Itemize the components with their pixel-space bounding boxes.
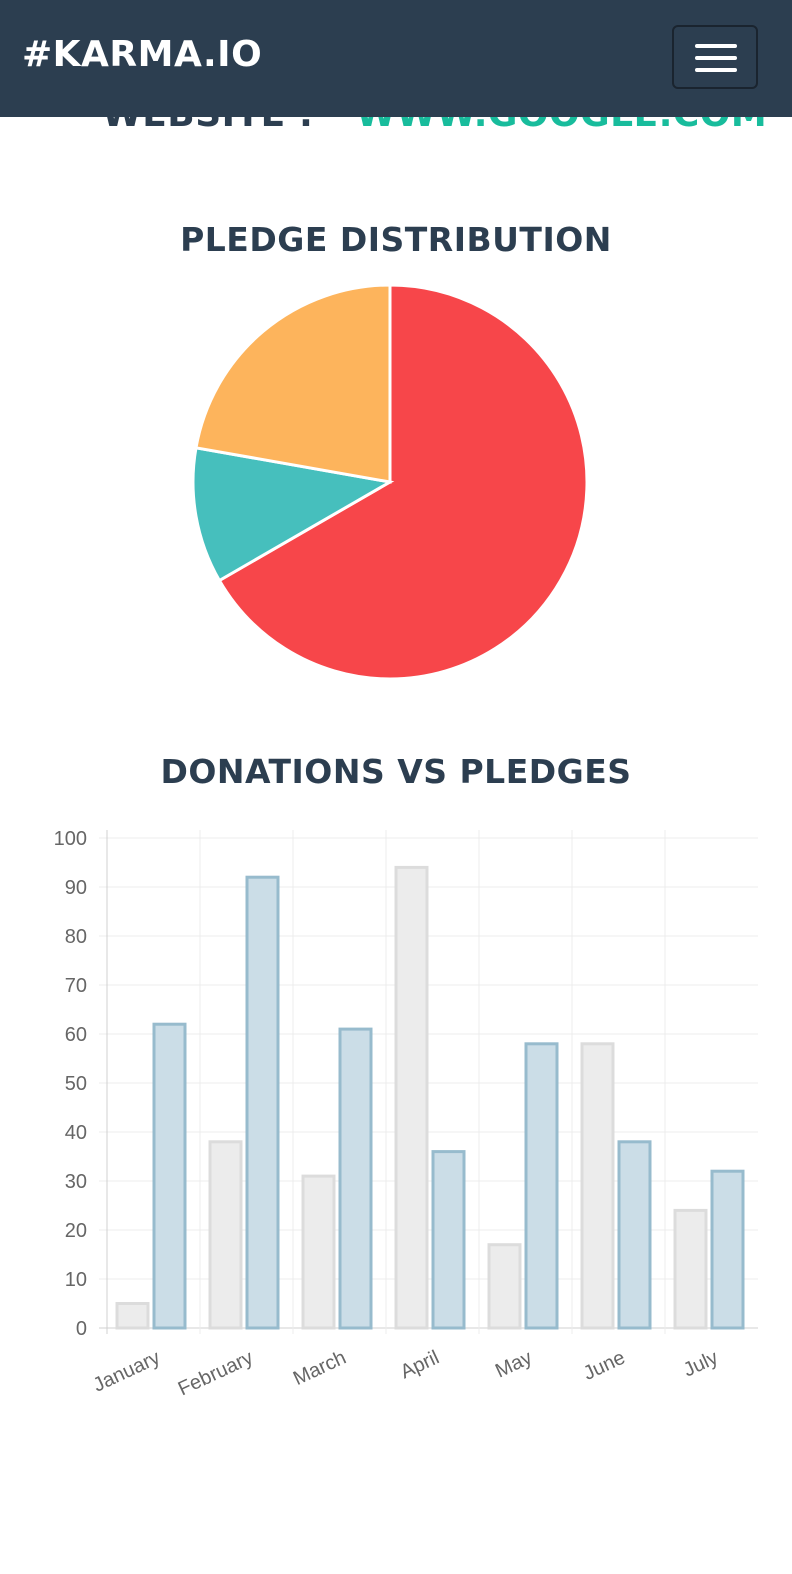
bar-chart: 0 10 20 30 40 50 60 70 80 90 100 January February Mar… (54, 828, 758, 1401)
x-tick-label: January (90, 1347, 164, 1397)
bar-donations-july (673, 1208, 708, 1330)
bar-chart-title: DONATIONS VS PLEDGES (160, 752, 632, 791)
x-tick-label: March (290, 1347, 350, 1390)
y-tick-label: 0 (76, 1318, 87, 1340)
bar-pledges-may (524, 1042, 559, 1330)
bar-pledges-march (338, 1027, 373, 1330)
y-tick-label: 80 (65, 926, 87, 948)
y-tick-label: 100 (54, 828, 87, 850)
bar-pledges-february (245, 875, 280, 1330)
bar-donations-march (301, 1174, 336, 1330)
y-tick-label: 50 (65, 1073, 87, 1095)
bar-donations-april (394, 865, 429, 1330)
pie-chart-title: PLEDGE DISTRIBUTION (180, 220, 612, 259)
brand-logo[interactable]: #KARMA.IO (22, 34, 263, 75)
bar-pledges-april (431, 1150, 466, 1330)
bar-donations-february (208, 1140, 243, 1330)
bar-pledges-january (152, 1022, 187, 1330)
y-tick-label: 30 (65, 1171, 87, 1193)
bar-donations-june (580, 1042, 615, 1330)
y-tick-label: 90 (65, 877, 87, 899)
bar-donations-may (487, 1243, 522, 1330)
y-tick-label: 20 (65, 1220, 87, 1242)
bar-pledges-july (710, 1169, 745, 1330)
navbar: #KARMA.IO (0, 0, 792, 117)
pie-slice-1 (191, 446, 395, 583)
x-tick-label: July (680, 1347, 722, 1382)
pie-slice-0 (217, 283, 589, 681)
pie-slice-2 (194, 283, 392, 484)
menu-toggle-button[interactable] (672, 25, 758, 89)
y-tick-label: 70 (65, 975, 87, 997)
y-tick-label: 40 (65, 1122, 87, 1144)
y-tick-label: 10 (65, 1269, 87, 1291)
bar-donations-january (115, 1302, 150, 1330)
x-tick-label: April (397, 1347, 443, 1384)
y-tick-label: 60 (65, 1024, 87, 1046)
x-tick-label: June (580, 1347, 629, 1385)
x-tick-label: February (175, 1347, 257, 1401)
bar-pledges-june (617, 1140, 652, 1330)
x-tick-label: May (492, 1347, 536, 1383)
pie-chart (191, 283, 589, 681)
